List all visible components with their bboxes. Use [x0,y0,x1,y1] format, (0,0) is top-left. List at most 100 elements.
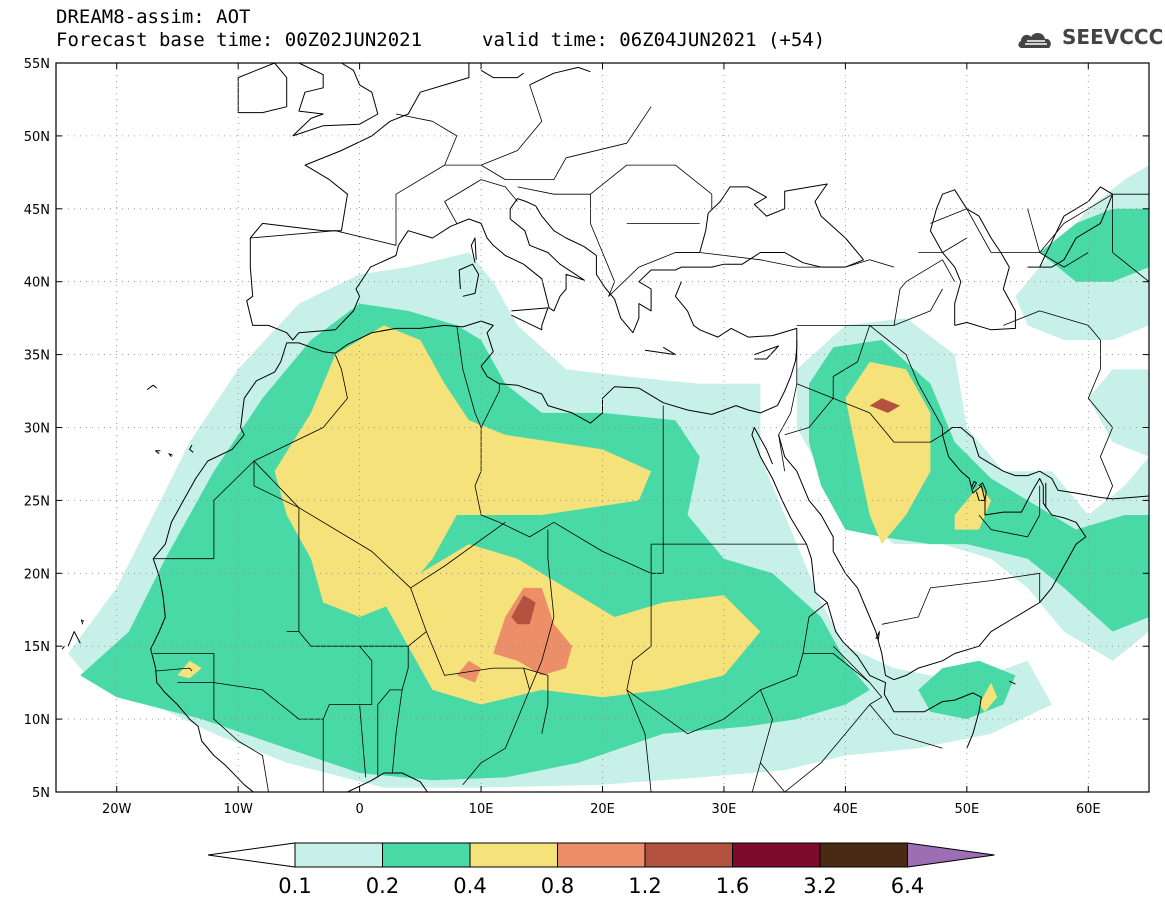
coast-line [155,450,161,455]
colorbar-label: 6.4 [891,874,924,898]
border-line [392,689,403,774]
border-line [155,667,193,672]
coast-line [150,320,778,792]
coast-line [81,619,85,625]
border-line [480,383,500,428]
border-line [529,529,555,691]
lat-label: 10N [24,713,50,728]
aot-region-c04-2 [845,361,931,545]
lon-label: 40E [833,802,858,817]
border-line [377,646,409,778]
lon-label: 0 [355,802,363,817]
lat-label: 30N [24,422,50,437]
cloud-logo-icon [1018,33,1051,48]
coast-line [189,444,194,453]
border-line [760,762,786,792]
border-line [930,208,992,253]
border-line [917,572,1041,618]
lat-label: 40N [24,276,50,291]
border-line [480,106,652,181]
colorbar-under-arrow [207,842,296,868]
border-line [675,252,895,268]
colorbar-label: 0.1 [278,874,311,898]
lon-label: 10E [469,802,494,817]
coast-line [249,63,470,239]
country-borders [153,84,1149,792]
coast-line [67,631,81,647]
coast-line [529,66,591,86]
border-line [978,514,1041,538]
coast-line [470,237,477,263]
axis-ticks [56,62,1149,793]
lon-label: 50E [954,802,979,817]
coast-line [778,427,1149,681]
colorbar-segment [732,842,821,868]
border-line [1112,194,1149,283]
border-line [991,193,1149,253]
coast-line [480,69,524,79]
graticule [56,63,1149,792]
border-line [213,645,373,720]
border-line [359,704,367,778]
lat-label: 50N [24,130,50,145]
border-line [626,573,652,792]
latitude-labels: 55N 50N 45N 40N 35N 30N 25N 20N 15N 10N 5N [24,57,50,801]
border-line [250,113,458,246]
border-line [253,354,348,462]
colorbar-segment [382,842,471,868]
aot-region-c08-0 [493,587,573,676]
map-title: DREAM8-assim: AOT [56,6,251,28]
border-line [462,667,530,785]
border-line [153,653,215,683]
border-line [784,704,871,792]
coast-line [463,807,467,817]
border-line [784,398,834,436]
aot-region-c04-0 [274,325,652,617]
logo-text: SEEVCCC [1062,25,1164,49]
border-line [918,237,968,253]
colorbar-over-arrow [907,842,995,868]
lat-label: 5N [32,786,50,801]
colorbar-segment [469,842,558,868]
border-line [881,616,919,625]
lon-label: 20E [590,802,615,817]
colorbar-segment [644,842,733,868]
colorbar-label: 0.2 [366,874,399,898]
border-line [253,460,427,647]
coast-line [1027,186,1114,268]
coast-line [246,198,864,341]
coast-line [644,346,676,356]
aot-region-c02-3 [918,660,1016,720]
colorbar-label: 1.2 [628,874,661,898]
colorbar-label: 0.4 [453,874,486,898]
border-line [833,397,943,443]
coast-line [168,453,173,458]
aot-region-c01-3 [1088,369,1149,457]
coast-line [511,307,549,331]
border-line [444,84,543,166]
border-line [869,325,943,435]
border-line [869,704,943,749]
colorbar-segment [294,842,383,868]
coast-line [1009,680,1016,685]
lat-label: 45N [24,203,50,218]
lon-label: 30E [712,802,737,817]
border-line [651,544,664,574]
lat-label: 25N [24,494,50,509]
lon-label: 10W [223,802,253,817]
border-line [899,259,956,290]
border-line [1027,208,1089,268]
border-line [590,194,700,297]
coastlines [61,63,1149,817]
aot-region-c04-5 [979,682,998,712]
colorbar-label: 0.8 [541,874,574,898]
lat-label: 35N [24,349,50,364]
coast-line [61,645,65,650]
colorbar-segment [557,842,646,868]
coast-line [929,189,1016,331]
colorbar: 0.1 0.2 0.4 0.8 1.2 1.6 3.2 6.4 [207,842,995,898]
colorbar-label: 3.2 [803,874,836,898]
forecast-base-time: Forecast base time: 00Z02JUN2021 [56,29,423,51]
aot-region-c02-2 [1039,208,1149,282]
coast-line [458,263,480,297]
